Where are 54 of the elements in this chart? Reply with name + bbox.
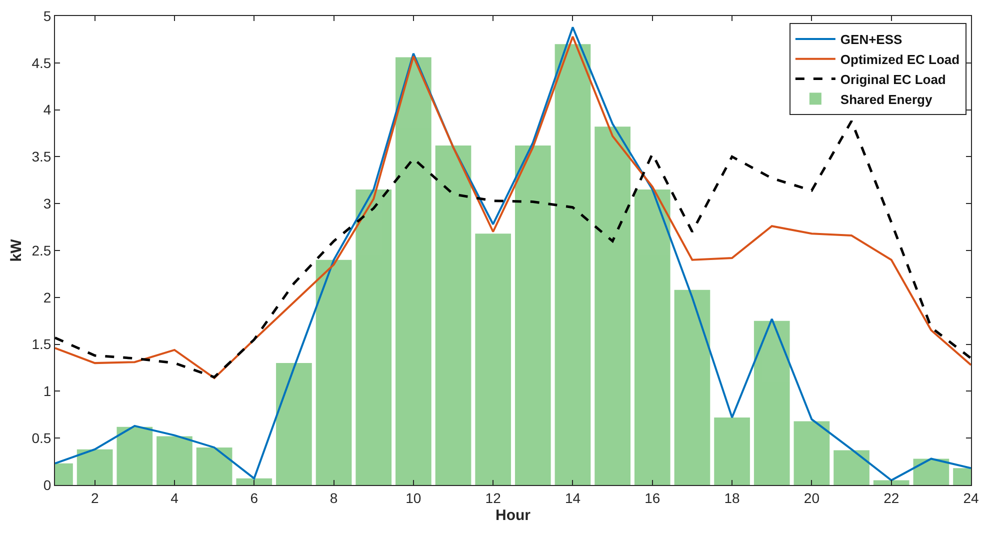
bar (594, 126, 630, 485)
bar (475, 234, 512, 485)
x-tick-label: 12 (485, 490, 502, 506)
bar (834, 450, 870, 485)
x-tick-label: 18 (724, 490, 740, 506)
bar (236, 478, 272, 485)
legend-label: Original EC Load (840, 72, 946, 87)
y-tick-label: 3 (43, 196, 52, 212)
bar (196, 447, 232, 485)
bar (514, 145, 551, 485)
legend-label: GEN+ESS (840, 32, 903, 48)
bar (913, 458, 950, 485)
x-tick-label: 10 (406, 490, 422, 506)
bar (873, 480, 910, 485)
bar (435, 145, 472, 485)
y-tick-label: 5 (43, 8, 52, 24)
bar (714, 417, 750, 485)
bar (356, 190, 392, 485)
bar (794, 421, 830, 485)
x-tick-label: 22 (884, 490, 900, 506)
x-tick-label: 24 (963, 490, 979, 506)
y-tick-label: 3.5 (32, 148, 52, 165)
x-tick-label: 16 (644, 490, 660, 506)
y-tick-label: 4 (43, 102, 52, 118)
bar (76, 449, 113, 485)
y-tick-label: 1 (43, 383, 52, 400)
line-series (55, 36, 971, 380)
x-tick-label: 8 (330, 490, 338, 506)
y-axis-title: kW (8, 238, 25, 262)
x-axis-title: Hour (496, 506, 531, 524)
y-tick-label: 2 (43, 289, 52, 306)
bar (156, 436, 192, 485)
bar (674, 290, 710, 485)
x-tick-label: 4 (170, 490, 179, 506)
y-tick-label: 0 (43, 476, 52, 493)
y-tick-label: 4.5 (32, 54, 52, 71)
bar (316, 260, 352, 485)
bar (554, 44, 591, 485)
x-tick-label: 2 (90, 490, 99, 506)
y-tick-label: 0.5 (32, 430, 52, 446)
legend-label: Optimized EC Load (840, 52, 960, 67)
y-tick-label: 1.5 (32, 336, 52, 352)
legend-label: Shared Energy (840, 92, 933, 107)
line-series (55, 26, 971, 482)
x-tick-label: 20 (804, 490, 820, 506)
bar (276, 363, 312, 485)
y-tick-label: 2.5 (32, 242, 52, 258)
x-tick-label: 14 (564, 490, 581, 506)
bar (396, 57, 432, 485)
bar (634, 190, 670, 485)
bar (754, 320, 790, 485)
line-series (55, 120, 971, 378)
bar (116, 426, 153, 485)
x-tick-label: 6 (250, 490, 258, 506)
